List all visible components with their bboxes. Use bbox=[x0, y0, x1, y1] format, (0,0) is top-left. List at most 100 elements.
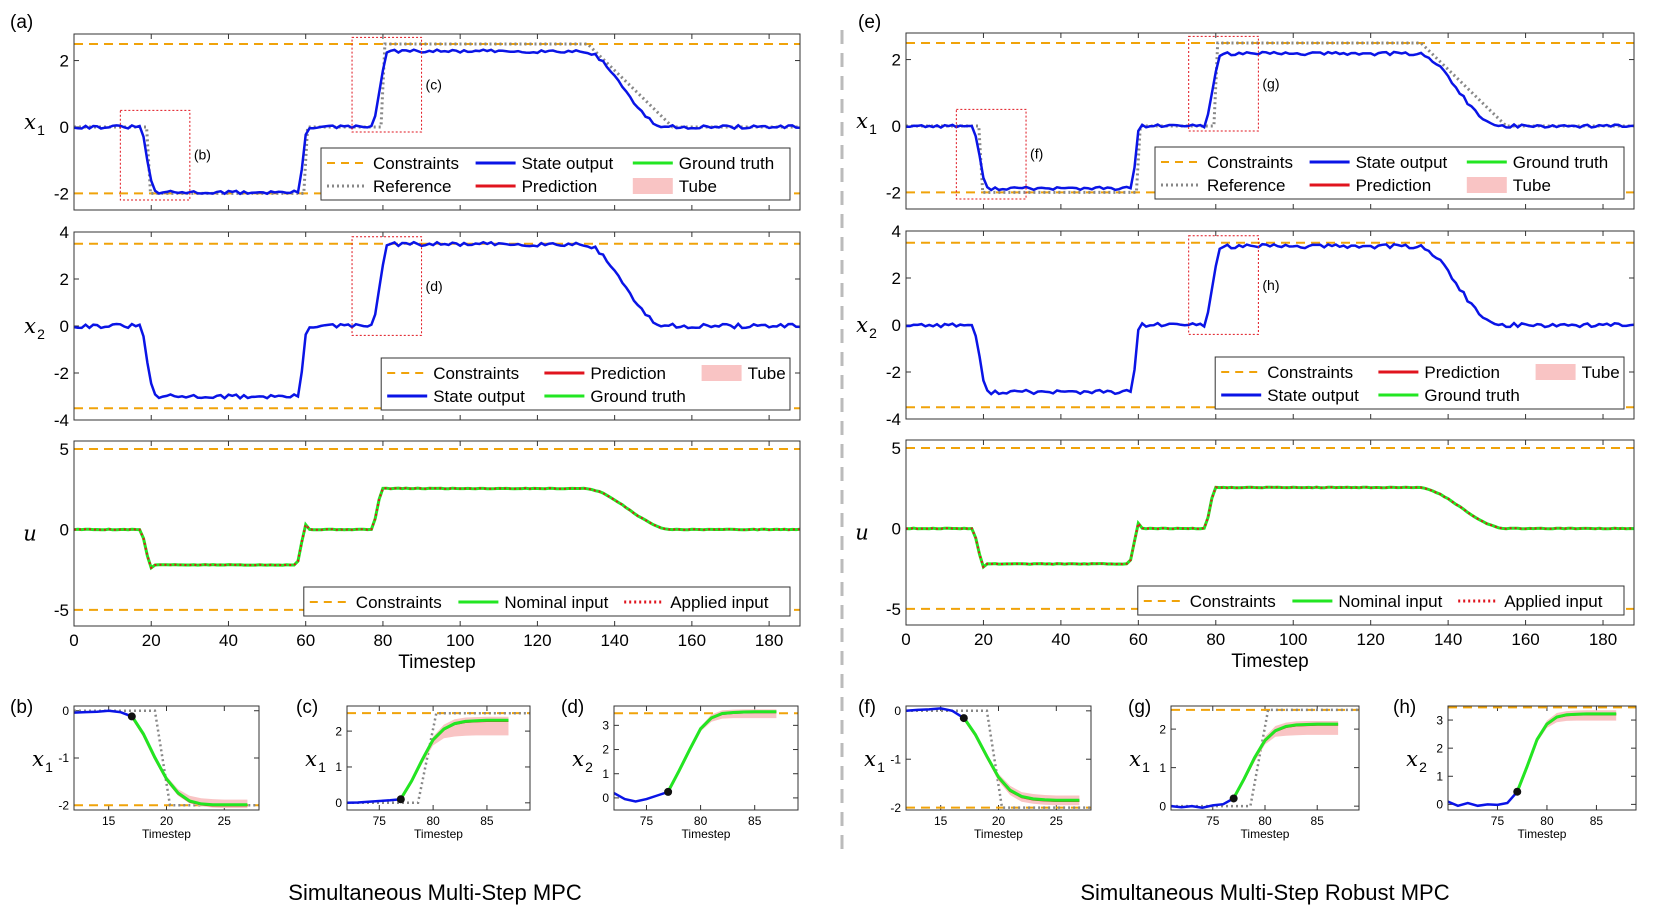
left-caption: Simultaneous Multi-Step MPC bbox=[288, 880, 582, 905]
legend-label: Nominal input bbox=[1338, 592, 1442, 611]
reference-line bbox=[74, 709, 259, 807]
xlabel-d: Timestep bbox=[682, 827, 731, 841]
axes-frame-g bbox=[1170, 705, 1360, 811]
ylabel-sub-a: 1 bbox=[37, 122, 45, 138]
ytick-label-e3: 0 bbox=[892, 519, 901, 538]
ytick-label-a: 0 bbox=[60, 118, 69, 137]
ytick-label-e: 2 bbox=[892, 51, 901, 70]
xtick-label-e3: 40 bbox=[1051, 630, 1070, 649]
ytick-label-h: 1 bbox=[1436, 769, 1443, 783]
legend-e3: Constraints Nominal input Applied input bbox=[1137, 585, 1625, 616]
state-output-line bbox=[906, 242, 1634, 396]
legend-label: Constraints bbox=[1207, 153, 1293, 172]
ylabel-sub-g: 1 bbox=[1142, 759, 1150, 775]
legend-label: Constraints bbox=[433, 364, 519, 383]
axes-frame-c bbox=[346, 705, 531, 811]
xtick-label-e3: 120 bbox=[1356, 630, 1384, 649]
zoom-box bbox=[1188, 235, 1259, 335]
axes-frame-d bbox=[613, 705, 799, 811]
ylabel-sub-d: 2 bbox=[585, 759, 593, 775]
ytick-label-c: 2 bbox=[335, 724, 342, 738]
ground-truth-line bbox=[962, 716, 1080, 802]
ytick-label-b: 0 bbox=[62, 704, 69, 718]
xlabel-c: Timestep bbox=[414, 827, 463, 841]
ytick-label-b: -2 bbox=[58, 798, 69, 812]
right-caption: Simultaneous Multi-Step Robust MPC bbox=[1080, 880, 1449, 905]
axes-frame-e bbox=[905, 32, 1635, 210]
series-group-c bbox=[347, 711, 530, 805]
legend-label: Ground truth bbox=[1424, 386, 1519, 405]
legend-label: State output bbox=[522, 154, 614, 173]
series-group-e2 bbox=[906, 242, 1634, 396]
panel-label-a: (a) bbox=[10, 12, 33, 33]
legend-label: Applied input bbox=[1504, 592, 1603, 611]
xtick-label-a3: 0 bbox=[69, 631, 78, 650]
current-state-marker bbox=[1229, 794, 1238, 803]
ytick-label-g: 0 bbox=[1159, 799, 1166, 813]
axes-frame-a3 bbox=[73, 440, 801, 627]
ytick-label-e: -2 bbox=[886, 183, 901, 202]
ytick-label-a3: -5 bbox=[54, 601, 69, 620]
ytick-label-a2: 2 bbox=[60, 270, 69, 289]
ylabel-sub-c: 1 bbox=[318, 759, 326, 775]
ytick-label-g: 1 bbox=[1159, 761, 1166, 775]
ytick-label-a2: 4 bbox=[60, 223, 69, 242]
ylabel-f: x bbox=[864, 747, 876, 771]
zoom-box-label: (g) bbox=[1262, 75, 1279, 91]
state-output-line bbox=[347, 797, 401, 805]
xlabel-g: Timestep bbox=[1241, 827, 1290, 841]
ylabel-e2: x bbox=[856, 313, 868, 337]
legend-label: State output bbox=[433, 387, 525, 406]
xtick-label-c: 80 bbox=[426, 814, 440, 828]
ylabel-h: x bbox=[1406, 747, 1418, 771]
legend-label: Reference bbox=[373, 177, 451, 196]
state-output-line bbox=[906, 707, 965, 720]
panel-label-b: (b) bbox=[10, 697, 33, 718]
xtick-label-f: 20 bbox=[992, 814, 1006, 828]
xtick-label-h: 85 bbox=[1590, 814, 1604, 828]
legend-label: Constraints bbox=[1190, 592, 1276, 611]
ground-truth-line bbox=[1515, 712, 1617, 792]
xtick-label-b: 25 bbox=[218, 814, 232, 828]
legend-a: Constraints State output Ground truth Refer… bbox=[320, 147, 791, 201]
legend-label: Applied input bbox=[670, 593, 769, 612]
ytick-label-c: 1 bbox=[335, 760, 342, 774]
zoom-box-label: (c) bbox=[426, 76, 442, 92]
panel-label-d: (d) bbox=[561, 697, 584, 718]
nominal-input-line bbox=[74, 486, 800, 571]
zoom-box bbox=[955, 108, 1027, 200]
xtick-label-a3: 80 bbox=[373, 631, 392, 650]
ylabel-sub-e2: 2 bbox=[869, 325, 877, 341]
applied-input-line bbox=[906, 486, 1634, 569]
ytick-label-d: 3 bbox=[602, 719, 609, 733]
legend-swatch-tube bbox=[1466, 177, 1507, 193]
xtick-label-e3: 180 bbox=[1589, 630, 1617, 649]
axes-frame-a2 bbox=[73, 231, 801, 421]
xtick-label-c: 85 bbox=[480, 814, 494, 828]
legend-label: Ground truth bbox=[679, 154, 774, 173]
series-group-f bbox=[906, 707, 1091, 809]
ytick-label-f: -1 bbox=[890, 752, 901, 766]
ylabel-e: x bbox=[856, 109, 868, 133]
ylabel-sub-a2: 2 bbox=[37, 326, 45, 342]
legend-label: Tube bbox=[679, 177, 717, 196]
xtick-label-e3: 60 bbox=[1129, 630, 1148, 649]
xtick-label-a3: 60 bbox=[296, 631, 315, 650]
legend-swatch-tube bbox=[632, 178, 673, 194]
xtick-label-e3: 0 bbox=[901, 630, 910, 649]
ytick-label-d: 1 bbox=[602, 767, 609, 781]
state-output-line bbox=[1171, 797, 1235, 809]
ytick-label-d: 0 bbox=[602, 791, 609, 805]
legend-box bbox=[320, 147, 791, 201]
state-output-line bbox=[74, 240, 800, 400]
xtick-label-a3: 20 bbox=[142, 631, 161, 650]
xtick-label-a3: 40 bbox=[219, 631, 238, 650]
series-group-g bbox=[1171, 708, 1359, 809]
ylabel-d: x bbox=[572, 747, 584, 771]
xtick-label-d: 85 bbox=[748, 814, 762, 828]
ytick-label-a: 2 bbox=[60, 52, 69, 71]
